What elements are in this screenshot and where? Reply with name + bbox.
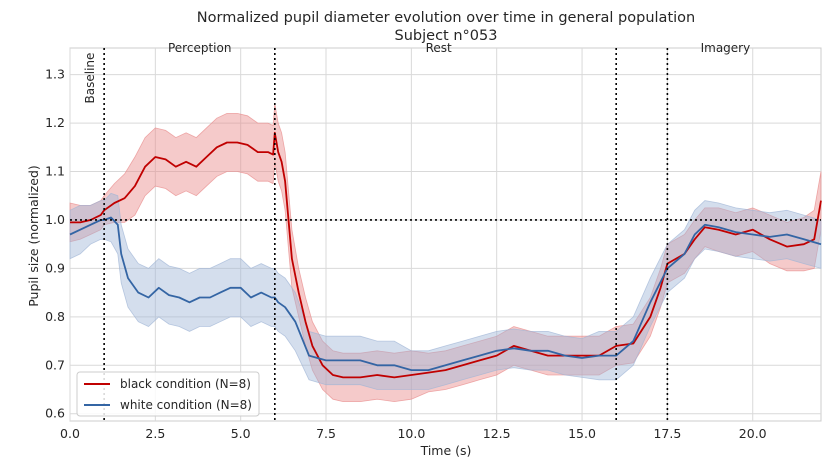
x-tick-label: 10.0 (397, 426, 425, 441)
x-tick-label: 17.5 (653, 426, 681, 441)
legend-label-white: white condition (N=8) (120, 398, 252, 412)
phase-label-imagery: Imagery (701, 41, 751, 55)
x-axis-label: Time (s) (420, 443, 472, 458)
y-tick-label: 1.0 (45, 212, 65, 227)
phase-label-perception: Perception (168, 41, 231, 55)
y-tick-label: 1.1 (45, 164, 65, 179)
y-axis-label: Pupil size (normalized) (26, 165, 41, 307)
chart-title: Normalized pupil diameter evolution over… (197, 10, 695, 26)
reference-lines (70, 48, 821, 421)
x-tick-label: 12.5 (483, 426, 511, 441)
y-tick-label: 0.7 (45, 357, 65, 372)
x-tick-label: 15.0 (568, 426, 596, 441)
legend: black condition (N=8) white condition (N… (76, 371, 260, 417)
legend-box (76, 371, 260, 417)
series-lines (69, 131, 822, 379)
y-tick-label: 0.9 (45, 260, 65, 275)
series-line-1 (69, 216, 822, 371)
y-tick-label: 0.6 (45, 406, 65, 421)
x-tick-label: 2.5 (145, 426, 165, 441)
y-tick-label: 1.3 (45, 67, 65, 82)
phase-label-baseline: Baseline (83, 53, 97, 104)
x-tick-label: 20.0 (739, 426, 767, 441)
phase-label-rest: Rest (426, 41, 452, 55)
y-axis-ticks: 0.6 0.7 0.8 0.9 1.0 1.1 1.2 1.3 (45, 67, 65, 421)
phase-labels: Baseline Perception Rest Imagery (83, 41, 750, 103)
chart-subtitle: Subject n°053 (395, 28, 498, 44)
y-tick-label: 1.2 (45, 115, 65, 130)
legend-label-black: black condition (N=8) (120, 377, 251, 391)
x-tick-label: 5.0 (231, 426, 251, 441)
x-axis-ticks: 0.0 2.5 5.0 7.5 10.0 12.5 15.0 17.5 20.0 (60, 426, 767, 441)
series-line-0 (70, 131, 822, 379)
x-tick-label: 0.0 (60, 426, 80, 441)
y-tick-label: 0.8 (45, 309, 65, 324)
x-tick-label: 7.5 (316, 426, 336, 441)
